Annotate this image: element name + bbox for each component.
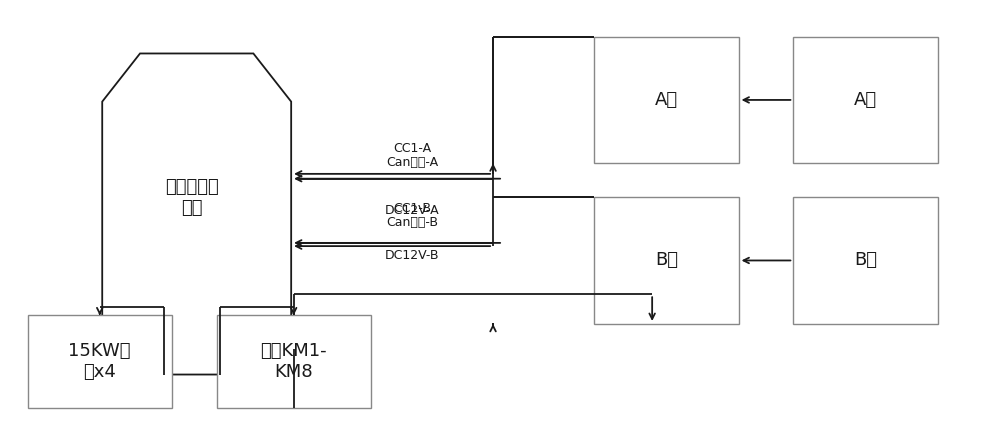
- Text: CC1-A: CC1-A: [393, 143, 431, 155]
- Text: A枪: A枪: [655, 91, 678, 109]
- Text: B车: B车: [854, 252, 877, 270]
- Text: A车: A车: [854, 91, 877, 109]
- Text: DC12V-B: DC12V-B: [385, 249, 439, 262]
- Polygon shape: [102, 54, 291, 374]
- Text: 板载嵌入式
系统: 板载嵌入式 系统: [165, 178, 219, 217]
- Text: Can总线-B: Can总线-B: [386, 217, 438, 229]
- Text: Can总线-A: Can总线-A: [386, 156, 438, 169]
- Bar: [793, 36, 938, 163]
- Bar: [594, 197, 739, 324]
- Text: CC1-B: CC1-B: [393, 202, 431, 215]
- Text: B枪: B枪: [655, 252, 678, 270]
- Text: DC12V-A: DC12V-A: [385, 204, 439, 217]
- Bar: [793, 197, 938, 324]
- Bar: [217, 315, 371, 408]
- Text: 开关KM1-
KM8: 开关KM1- KM8: [260, 342, 327, 381]
- Text: 15KW模
块x4: 15KW模 块x4: [68, 342, 131, 381]
- Bar: [28, 315, 172, 408]
- Bar: [594, 36, 739, 163]
